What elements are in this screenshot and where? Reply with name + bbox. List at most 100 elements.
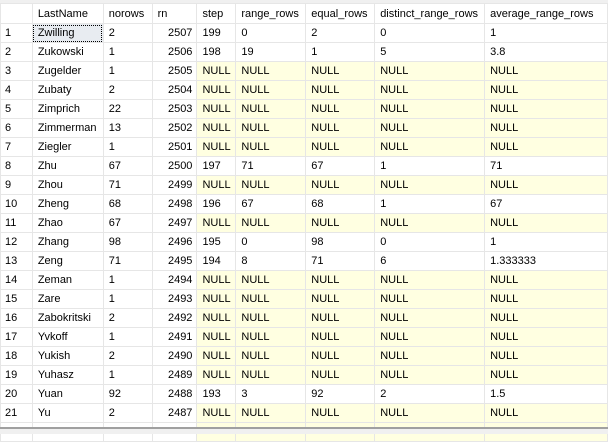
cell-range_rows[interactable]: NULL: [235, 213, 307, 233]
cell-step[interactable]: NULL: [196, 270, 237, 290]
cell-LastName[interactable]: Zhao: [31, 213, 104, 233]
cell-range_rows[interactable]: NULL: [235, 175, 307, 195]
cell-distinct_range_rows[interactable]: NULL: [374, 365, 486, 385]
cell-norows[interactable]: 1: [102, 327, 153, 347]
cell-distinct_range_rows[interactable]: NULL: [374, 99, 486, 119]
cell-step[interactable]: NULL: [196, 308, 237, 328]
row-number[interactable]: 9: [0, 175, 33, 195]
cell-LastName[interactable]: Zhou: [31, 175, 104, 195]
cell-LastName[interactable]: Yvkoff: [31, 327, 104, 347]
cell-LastName[interactable]: Zhu: [31, 156, 104, 176]
cell-LastName[interactable]: Ziegler: [31, 137, 104, 157]
column-header-rownum[interactable]: [0, 3, 33, 24]
cell-equal_rows[interactable]: 71: [305, 251, 376, 271]
cell-norows[interactable]: 2: [102, 308, 153, 328]
cell-average_range_rows[interactable]: NULL: [484, 137, 608, 157]
column-header-distinct_range_rows[interactable]: distinct_range_rows: [374, 3, 486, 24]
cell-distinct_range_rows[interactable]: 0: [374, 232, 486, 252]
cell-equal_rows[interactable]: NULL: [305, 365, 376, 385]
cell-distinct_range_rows[interactable]: 5: [374, 42, 486, 62]
cell-equal_rows[interactable]: NULL: [305, 403, 376, 423]
cell-step[interactable]: NULL: [196, 61, 237, 81]
cell-range_rows[interactable]: NULL: [235, 308, 307, 328]
cell-average_range_rows[interactable]: NULL: [484, 61, 608, 81]
cell-equal_rows[interactable]: NULL: [305, 80, 376, 100]
row-number[interactable]: 15: [0, 289, 33, 309]
cell-norows[interactable]: 1: [102, 61, 153, 81]
cell-range_rows[interactable]: 3: [235, 384, 307, 404]
cell-distinct_range_rows[interactable]: NULL: [374, 175, 486, 195]
cell-LastName[interactable]: Yuan: [31, 384, 104, 404]
cell-range_rows[interactable]: 0: [235, 232, 307, 252]
cell-LastName[interactable]: Zugelder: [31, 61, 104, 81]
cell-norows[interactable]: 67: [102, 213, 153, 233]
cell-range_rows[interactable]: 8: [235, 251, 307, 271]
cell-average_range_rows[interactable]: NULL: [484, 289, 608, 309]
cell-LastName[interactable]: Zimmerman: [31, 118, 104, 138]
cell-range_rows[interactable]: NULL: [235, 346, 307, 366]
row-number[interactable]: 7: [0, 137, 33, 157]
row-number[interactable]: 17: [0, 327, 33, 347]
cell-average_range_rows[interactable]: NULL: [484, 80, 608, 100]
cell-distinct_range_rows[interactable]: NULL: [374, 270, 486, 290]
row-number[interactable]: 13: [0, 251, 33, 271]
cell-average_range_rows[interactable]: NULL: [484, 213, 608, 233]
cell-step[interactable]: NULL: [196, 289, 237, 309]
cell-norows[interactable]: 13: [102, 118, 153, 138]
cell-norows[interactable]: 1: [102, 289, 153, 309]
horizontal-scrollbar[interactable]: [0, 427, 608, 434]
cell-LastName[interactable]: Yukish: [31, 346, 104, 366]
cell-average_range_rows[interactable]: NULL: [484, 99, 608, 119]
row-number[interactable]: 20: [0, 384, 33, 404]
cell-LastName[interactable]: Zwilling: [31, 23, 104, 43]
row-number[interactable]: 11: [0, 213, 33, 233]
cell-LastName[interactable]: Zare: [31, 289, 104, 309]
cell-LastName[interactable]: Zimprich: [31, 99, 104, 119]
cell-norows[interactable]: 1: [102, 365, 153, 385]
cell-average_range_rows[interactable]: NULL: [484, 403, 608, 423]
cell-distinct_range_rows[interactable]: NULL: [374, 118, 486, 138]
cell-distinct_range_rows[interactable]: 1: [374, 194, 486, 214]
cell-LastName[interactable]: Zubaty: [31, 80, 104, 100]
cell-distinct_range_rows[interactable]: NULL: [374, 289, 486, 309]
cell-LastName[interactable]: Yu: [31, 403, 104, 423]
cell-norows[interactable]: 1: [102, 270, 153, 290]
cell-norows[interactable]: 2: [102, 80, 153, 100]
cell-LastName[interactable]: Zheng: [31, 194, 104, 214]
cell-distinct_range_rows[interactable]: 1: [374, 156, 486, 176]
cell-range_rows[interactable]: NULL: [235, 365, 307, 385]
cell-equal_rows[interactable]: NULL: [305, 175, 376, 195]
cell-step[interactable]: NULL: [196, 80, 237, 100]
cell-step[interactable]: 194: [196, 251, 237, 271]
row-number[interactable]: 8: [0, 156, 33, 176]
column-header-equal_rows[interactable]: equal_rows: [305, 3, 376, 24]
cell-step[interactable]: NULL: [196, 175, 237, 195]
cell-rn[interactable]: 2507: [151, 23, 198, 43]
cell-norows[interactable]: 1: [102, 137, 153, 157]
cell-step[interactable]: 195: [196, 232, 237, 252]
row-number[interactable]: 21: [0, 403, 33, 423]
cell-LastName[interactable]: Zukowski: [31, 42, 104, 62]
cell-rn[interactable]: 2494: [151, 270, 198, 290]
column-header-norows[interactable]: norows: [102, 3, 153, 24]
cell-distinct_range_rows[interactable]: 0: [374, 23, 486, 43]
cell-equal_rows[interactable]: NULL: [305, 118, 376, 138]
cell-range_rows[interactable]: 71: [235, 156, 307, 176]
column-header-range_rows[interactable]: range_rows: [235, 3, 307, 24]
cell-norows[interactable]: 2: [102, 403, 153, 423]
cell-norows[interactable]: 2: [102, 346, 153, 366]
cell-equal_rows[interactable]: 68: [305, 194, 376, 214]
cell-average_range_rows[interactable]: NULL: [484, 175, 608, 195]
cell-distinct_range_rows[interactable]: NULL: [374, 308, 486, 328]
cell-distinct_range_rows[interactable]: NULL: [374, 213, 486, 233]
cell-norows[interactable]: 68: [102, 194, 153, 214]
cell-norows[interactable]: 71: [102, 251, 153, 271]
cell-range_rows[interactable]: 19: [235, 42, 307, 62]
cell-equal_rows[interactable]: 2: [305, 23, 376, 43]
cell-rn[interactable]: 2497: [151, 213, 198, 233]
cell-LastName[interactable]: Yuhasz: [31, 365, 104, 385]
cell-distinct_range_rows[interactable]: NULL: [374, 61, 486, 81]
cell-norows[interactable]: 92: [102, 384, 153, 404]
cell-rn[interactable]: 2500: [151, 156, 198, 176]
cell-step[interactable]: NULL: [196, 99, 237, 119]
